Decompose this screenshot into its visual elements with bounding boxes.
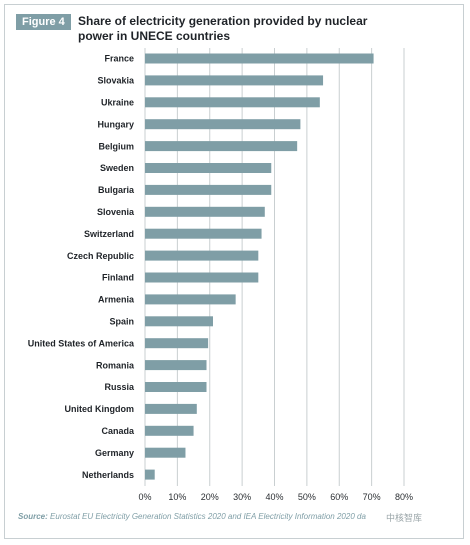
bar <box>145 75 324 86</box>
bar <box>145 360 207 371</box>
x-tick-label: 20% <box>201 492 219 502</box>
x-tick-label: 0% <box>138 492 151 502</box>
bar <box>145 403 197 414</box>
bar <box>145 272 259 283</box>
category-label: Slovenia <box>97 207 135 217</box>
category-label: Czech Republic <box>67 251 134 261</box>
source-label: Source: <box>18 512 48 521</box>
category-label: Sweden <box>100 163 134 173</box>
figure-frame <box>4 4 464 539</box>
x-tick-label: 70% <box>363 492 381 502</box>
bar <box>145 163 272 173</box>
source-text: Eurostat EU Electricity Generation Stati… <box>50 512 366 521</box>
category-label: United Kingdom <box>65 404 135 414</box>
category-label: Hungary <box>97 119 134 129</box>
category-label: France <box>104 54 134 64</box>
category-label: Ukraine <box>101 98 134 108</box>
bar <box>145 184 272 195</box>
x-tick-label: 10% <box>168 492 186 502</box>
bar <box>145 119 301 130</box>
watermark: 中核智库 <box>386 513 423 523</box>
category-label: Romania <box>96 360 135 370</box>
bar <box>145 469 155 480</box>
bar <box>145 250 259 261</box>
bar <box>145 228 262 239</box>
bar <box>145 294 236 305</box>
category-label: Finland <box>102 273 134 283</box>
x-tick-label: 60% <box>330 492 348 502</box>
category-label: Netherlands <box>82 470 134 480</box>
x-tick-label: 50% <box>298 492 316 502</box>
category-label: Spain <box>109 317 134 327</box>
bar <box>145 141 298 152</box>
x-tick-label: 40% <box>265 492 283 502</box>
x-tick-label: 80% <box>395 492 413 502</box>
bar <box>145 338 209 349</box>
category-label: Armenia <box>98 295 135 305</box>
category-label: United States of America <box>28 338 135 348</box>
bar <box>145 53 374 64</box>
bar <box>145 425 194 436</box>
figure-badge: Figure 4 <box>16 14 71 30</box>
category-label: Germany <box>95 448 134 458</box>
chart-title: Share of electricity generation provided… <box>78 14 368 43</box>
bar <box>145 316 213 327</box>
bar <box>145 447 186 458</box>
category-label: Canada <box>101 426 135 436</box>
source-note: Source: Eurostat EU Electricity Generati… <box>18 512 366 521</box>
bar <box>145 206 265 217</box>
category-label: Slovakia <box>97 76 135 86</box>
category-label: Bulgaria <box>98 185 135 195</box>
bar <box>145 97 320 108</box>
category-label: Switzerland <box>84 229 134 239</box>
bar <box>145 382 207 392</box>
category-label: Belgium <box>98 141 134 151</box>
category-label: Russia <box>104 382 135 392</box>
x-tick-label: 30% <box>233 492 251 502</box>
